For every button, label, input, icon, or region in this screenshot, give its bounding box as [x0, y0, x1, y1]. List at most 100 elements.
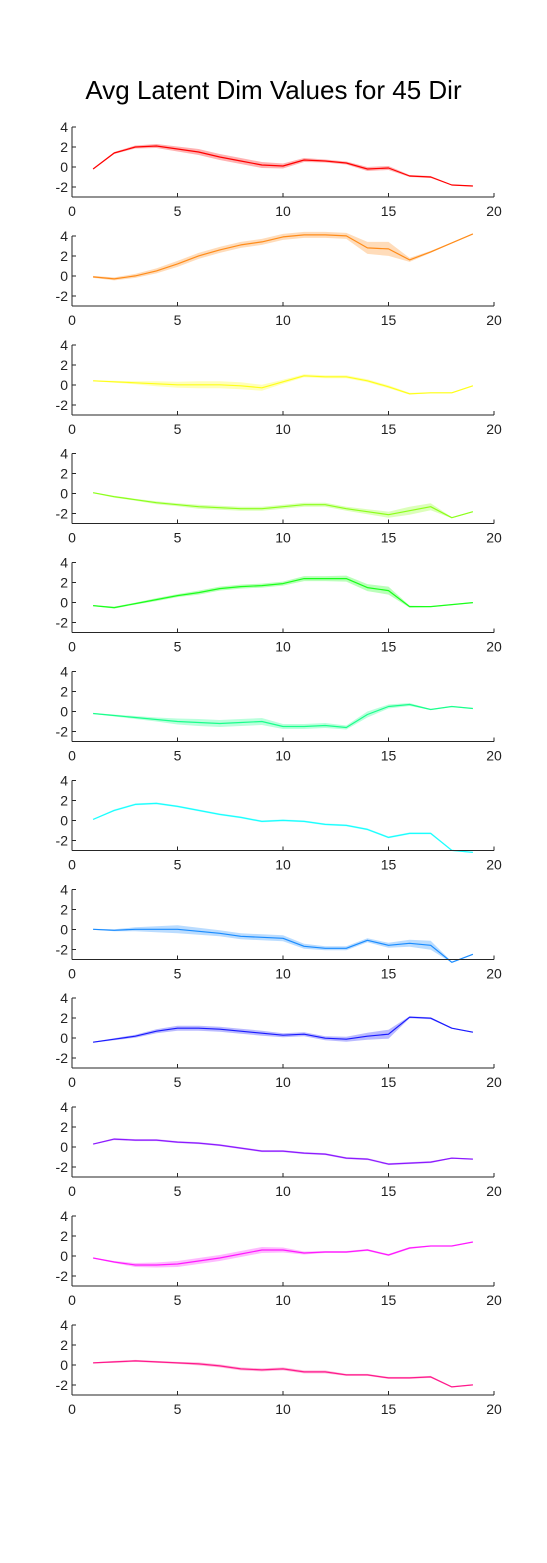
x-tick-label: 5 [174, 312, 182, 328]
x-tick-label: 15 [381, 312, 397, 328]
series-line [93, 1242, 473, 1265]
series-line [93, 1139, 473, 1164]
y-tick-label: 4 [60, 664, 68, 680]
y-tick-label: 2 [60, 357, 68, 373]
y-tick-label: 2 [60, 1228, 68, 1244]
x-tick-label: 15 [381, 1074, 397, 1090]
y-tick-label: 4 [60, 228, 68, 244]
x-tick-label: 20 [486, 856, 502, 872]
x-tick-label: 0 [68, 748, 76, 764]
x-tick-label: 10 [275, 530, 291, 546]
x-tick-label: 0 [68, 856, 76, 872]
series-band [93, 144, 473, 187]
x-tick-label: 0 [68, 312, 76, 328]
x-tick-label: 20 [486, 1183, 502, 1199]
y-tick-label: 0 [60, 1248, 68, 1264]
y-tick-label: 2 [60, 575, 68, 591]
x-tick-label: 20 [486, 965, 502, 981]
x-tick-label: 0 [68, 639, 76, 655]
x-tick-label: 10 [275, 312, 291, 328]
x-tick-label: 15 [381, 203, 397, 219]
y-tick-label: 0 [60, 812, 68, 828]
y-tick-label: -2 [56, 179, 69, 195]
y-tick-label: 0 [60, 1139, 68, 1155]
series-band [93, 232, 473, 281]
y-tick-label: -2 [56, 724, 69, 740]
series-band [93, 374, 473, 395]
x-tick-label: 20 [486, 748, 502, 764]
subplot-6: 420-20 5 10 15 20 [56, 664, 502, 764]
y-tick-label: 0 [60, 159, 68, 175]
x-tick-label: 10 [275, 1401, 291, 1417]
y-tick-label: 4 [60, 337, 68, 353]
y-tick-label: 2 [60, 1337, 68, 1353]
y-tick-label: -2 [56, 1159, 69, 1175]
series-line [93, 803, 473, 852]
subplot-5: 420-20 5 10 15 20 [56, 555, 502, 655]
x-tick-label: 0 [68, 421, 76, 437]
x-tick-label: 15 [381, 1183, 397, 1199]
x-tick-label: 5 [174, 748, 182, 764]
y-tick-label: 0 [60, 377, 68, 393]
y-tick-label: -2 [56, 1377, 69, 1393]
y-tick-label: -2 [56, 832, 69, 848]
series-band [93, 576, 473, 609]
x-tick-label: 20 [486, 312, 502, 328]
y-tick-label: 2 [60, 901, 68, 917]
subplot-1: 420-20 5 10 15 20 [56, 119, 502, 219]
x-tick-label: 20 [486, 639, 502, 655]
y-tick-label: 4 [60, 119, 68, 135]
series-band [93, 1242, 473, 1268]
y-tick-label: 4 [60, 990, 68, 1006]
x-tick-label: 5 [174, 421, 182, 437]
series-line [93, 146, 473, 186]
x-tick-label: 15 [381, 639, 397, 655]
y-tick-label: 0 [60, 1030, 68, 1046]
y-tick-label: -2 [56, 941, 69, 957]
y-tick-label: 4 [60, 1317, 68, 1333]
y-tick-label: 2 [60, 466, 68, 482]
subplot-4: 420-20 5 10 15 20 [56, 446, 502, 546]
series-line [93, 1017, 473, 1042]
subplot-9: 420-20 5 10 15 20 [56, 990, 502, 1090]
y-tick-label: 4 [60, 772, 68, 788]
figure-title: Avg Latent Dim Values for 45 Dir [85, 75, 462, 105]
x-tick-label: 15 [381, 421, 397, 437]
x-tick-label: 20 [486, 1074, 502, 1090]
x-tick-label: 5 [174, 965, 182, 981]
y-tick-label: 4 [60, 1099, 68, 1115]
x-tick-label: 0 [68, 965, 76, 981]
y-tick-label: 2 [60, 684, 68, 700]
y-tick-label: 0 [60, 921, 68, 937]
x-tick-label: 20 [486, 421, 502, 437]
y-tick-label: -2 [56, 1268, 69, 1284]
y-tick-label: -2 [56, 1050, 69, 1066]
subplot-7: 420-20 5 10 15 20 [56, 772, 502, 872]
y-tick-label: 0 [60, 486, 68, 502]
y-tick-label: 4 [60, 446, 68, 462]
x-tick-label: 0 [68, 1183, 76, 1199]
y-tick-label: 2 [60, 1119, 68, 1135]
x-tick-label: 15 [381, 1401, 397, 1417]
y-tick-label: 2 [60, 1010, 68, 1026]
x-tick-label: 0 [68, 1401, 76, 1417]
x-tick-label: 0 [68, 203, 76, 219]
x-tick-label: 5 [174, 1183, 182, 1199]
x-tick-label: 15 [381, 965, 397, 981]
x-tick-label: 10 [275, 1183, 291, 1199]
y-tick-label: -2 [56, 615, 69, 631]
y-tick-label: 2 [60, 139, 68, 155]
x-tick-label: 10 [275, 856, 291, 872]
x-tick-label: 0 [68, 1292, 76, 1308]
y-tick-label: 2 [60, 792, 68, 808]
x-tick-label: 15 [381, 748, 397, 764]
x-tick-label: 5 [174, 530, 182, 546]
x-tick-label: 0 [68, 530, 76, 546]
x-tick-label: 5 [174, 1074, 182, 1090]
x-tick-label: 15 [381, 530, 397, 546]
subplot-8: 420-20 5 10 15 20 [56, 881, 502, 981]
y-tick-label: 2 [60, 248, 68, 264]
series-band [93, 802, 473, 853]
